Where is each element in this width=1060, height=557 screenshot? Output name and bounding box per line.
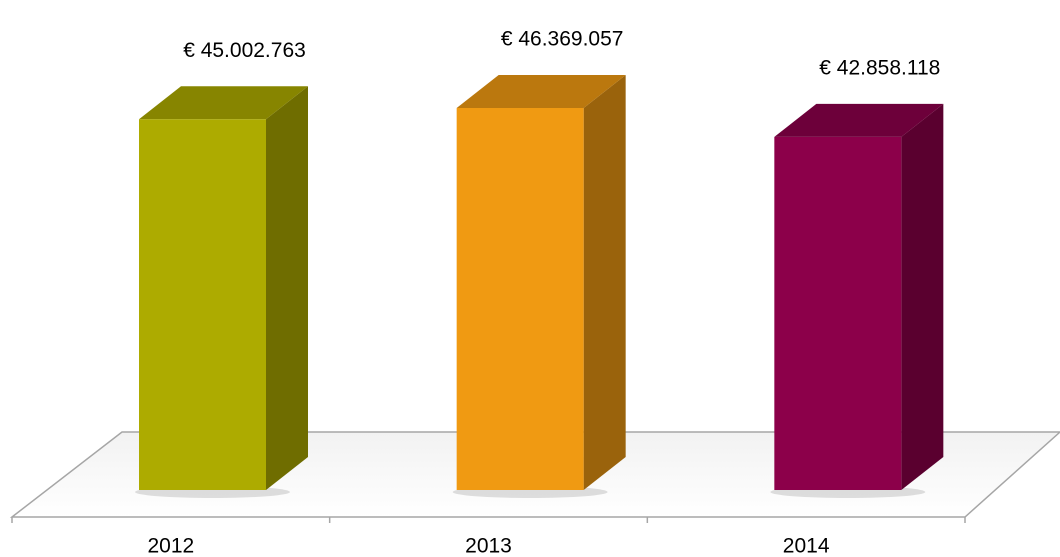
bar-side [901, 103, 944, 490]
bar-top [774, 103, 944, 137]
bar [456, 108, 584, 490]
x-tick-label: 2012 [147, 535, 194, 557]
bar-side [266, 86, 308, 491]
x-tick-label: 2014 [783, 535, 830, 557]
bar [774, 136, 902, 490]
bar-top [456, 75, 626, 108]
bar-side [583, 75, 626, 490]
value-label: € 46.369.057 [501, 28, 624, 51]
x-tick-label: 2013 [465, 535, 512, 557]
bar-top [139, 86, 308, 120]
value-label: € 42.858.118 [819, 56, 940, 79]
bar [139, 119, 266, 491]
value-label: € 45.002.763 [183, 39, 306, 62]
